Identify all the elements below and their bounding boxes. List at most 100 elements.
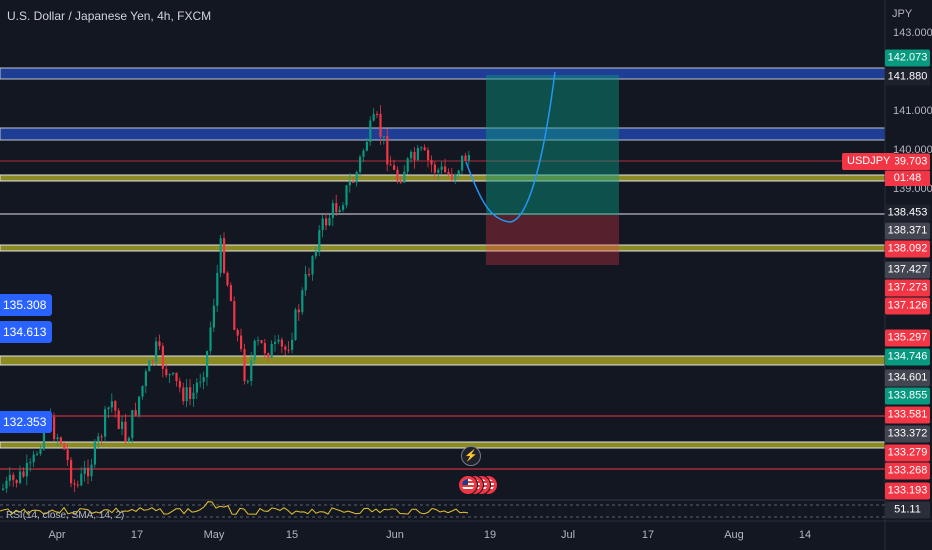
blue-resistance-zone-top[interactable] <box>0 67 886 80</box>
candle-body <box>161 345 164 369</box>
candle-body <box>376 113 379 115</box>
candle-body <box>240 335 243 350</box>
candle-body <box>19 471 22 484</box>
price-tag[interactable]: 138.092 <box>885 240 930 258</box>
price-tag[interactable]: 137.273 <box>885 279 930 297</box>
price-tag[interactable]: 133.372 <box>885 425 930 443</box>
candle-body <box>274 341 277 344</box>
price-tag[interactable]: 135.297 <box>885 329 930 347</box>
price-tag[interactable]: 133.279 <box>885 444 930 462</box>
left-price-label[interactable]: 135.308 <box>0 294 53 316</box>
yellow-zone-2[interactable] <box>0 244 886 252</box>
price-tag[interactable]: 141.880 <box>885 68 930 86</box>
candle-body <box>12 474 15 480</box>
candle-body <box>124 421 127 442</box>
blue-resistance-zone-mid[interactable] <box>0 127 886 141</box>
candle-body <box>416 148 419 161</box>
projection-curve[interactable] <box>465 71 556 223</box>
candle-body <box>355 172 358 183</box>
rsi-indicator-label[interactable]: RSI(14, close, SMA, 14, 2) <box>6 510 125 521</box>
candle-body <box>216 272 219 306</box>
candle-body <box>53 416 56 440</box>
candle-body <box>277 339 280 342</box>
price-tag[interactable]: 137.126 <box>885 297 930 315</box>
candle-body <box>195 382 198 393</box>
candle-body <box>270 343 273 358</box>
candle-body <box>209 327 212 352</box>
candle-body <box>104 409 107 437</box>
candle-body <box>223 238 226 273</box>
price-tag[interactable]: 51.11 <box>885 501 930 519</box>
candle-body <box>100 436 103 438</box>
price-tag[interactable]: 133.855 <box>885 387 930 405</box>
candle-body <box>335 203 338 212</box>
yellow-zone-3[interactable] <box>0 355 886 366</box>
candle-body <box>107 407 110 410</box>
price-tag[interactable]: 138.371 <box>885 222 930 240</box>
candle-body <box>362 150 365 157</box>
candle-body <box>25 462 28 477</box>
position-target-zone[interactable] <box>486 75 619 215</box>
candle-body <box>433 164 436 173</box>
price-tag[interactable]: 138.453 <box>885 204 930 222</box>
candle-body <box>22 471 25 477</box>
candle-body <box>29 462 32 464</box>
price-tag[interactable]: 139.703 <box>885 153 930 171</box>
price-tag[interactable]: 137.427 <box>885 261 930 279</box>
lightning-icon[interactable]: ⚡ <box>461 446 481 466</box>
chart-title: U.S. Dollar / Japanese Yen, 4h, FXCM <box>7 9 212 23</box>
price-tag[interactable]: 134.601 <box>885 369 930 387</box>
candle-body <box>76 484 79 486</box>
candle-body <box>399 180 402 183</box>
candle-body <box>447 172 450 175</box>
candle-body <box>464 155 467 161</box>
candle-body <box>8 474 11 481</box>
position-stop-zone[interactable] <box>486 215 619 265</box>
price-tag[interactable]: 134.746 <box>885 348 930 366</box>
candle-body <box>403 171 406 183</box>
price-axis-tick: 141.000 <box>893 105 932 117</box>
price-axis-tick: 139.000 <box>893 183 932 195</box>
candle-body <box>63 443 66 450</box>
candle-body <box>304 274 307 291</box>
candle-body <box>386 136 389 165</box>
candle-body <box>291 339 294 350</box>
time-axis-tick: 17 <box>641 529 655 541</box>
price-tag[interactable]: 133.193 <box>885 482 930 500</box>
yellow-zone-4[interactable] <box>0 441 886 449</box>
candle-body <box>311 256 314 275</box>
price-tag[interactable]: 133.268 <box>885 462 930 480</box>
candle-body <box>454 174 457 181</box>
price-tag[interactable]: 133.581 <box>885 406 930 424</box>
candle-body <box>243 349 246 381</box>
candle-body <box>331 203 334 218</box>
candle-body <box>396 169 399 181</box>
candle-body <box>342 205 345 210</box>
left-price-label[interactable]: 132.353 <box>0 411 53 433</box>
candle-body <box>141 386 144 397</box>
us-flag-icon[interactable] <box>458 475 478 495</box>
candle-body <box>345 185 348 206</box>
left-price-label[interactable]: 134.613 <box>0 321 53 343</box>
time-axis-tick: Aug <box>724 529 744 541</box>
candle-body <box>219 238 222 273</box>
candle-body <box>389 164 392 166</box>
candle-body <box>467 154 470 161</box>
time-axis-tick: 17 <box>130 529 144 541</box>
candle-body <box>90 464 93 477</box>
candle-body <box>318 229 321 251</box>
candle-body <box>70 460 73 484</box>
symbol-tag[interactable]: USDJPY <box>842 153 896 170</box>
candles-layer <box>2 105 470 494</box>
yellow-zone-1[interactable] <box>0 174 886 182</box>
candle-body <box>206 351 209 378</box>
candle-body <box>284 346 287 350</box>
candle-body <box>450 174 453 181</box>
candle-body <box>192 392 195 399</box>
candle-body <box>202 377 205 382</box>
price-tag[interactable]: 142.073 <box>885 49 930 67</box>
candle-body <box>226 272 229 286</box>
candle-body <box>420 147 423 149</box>
